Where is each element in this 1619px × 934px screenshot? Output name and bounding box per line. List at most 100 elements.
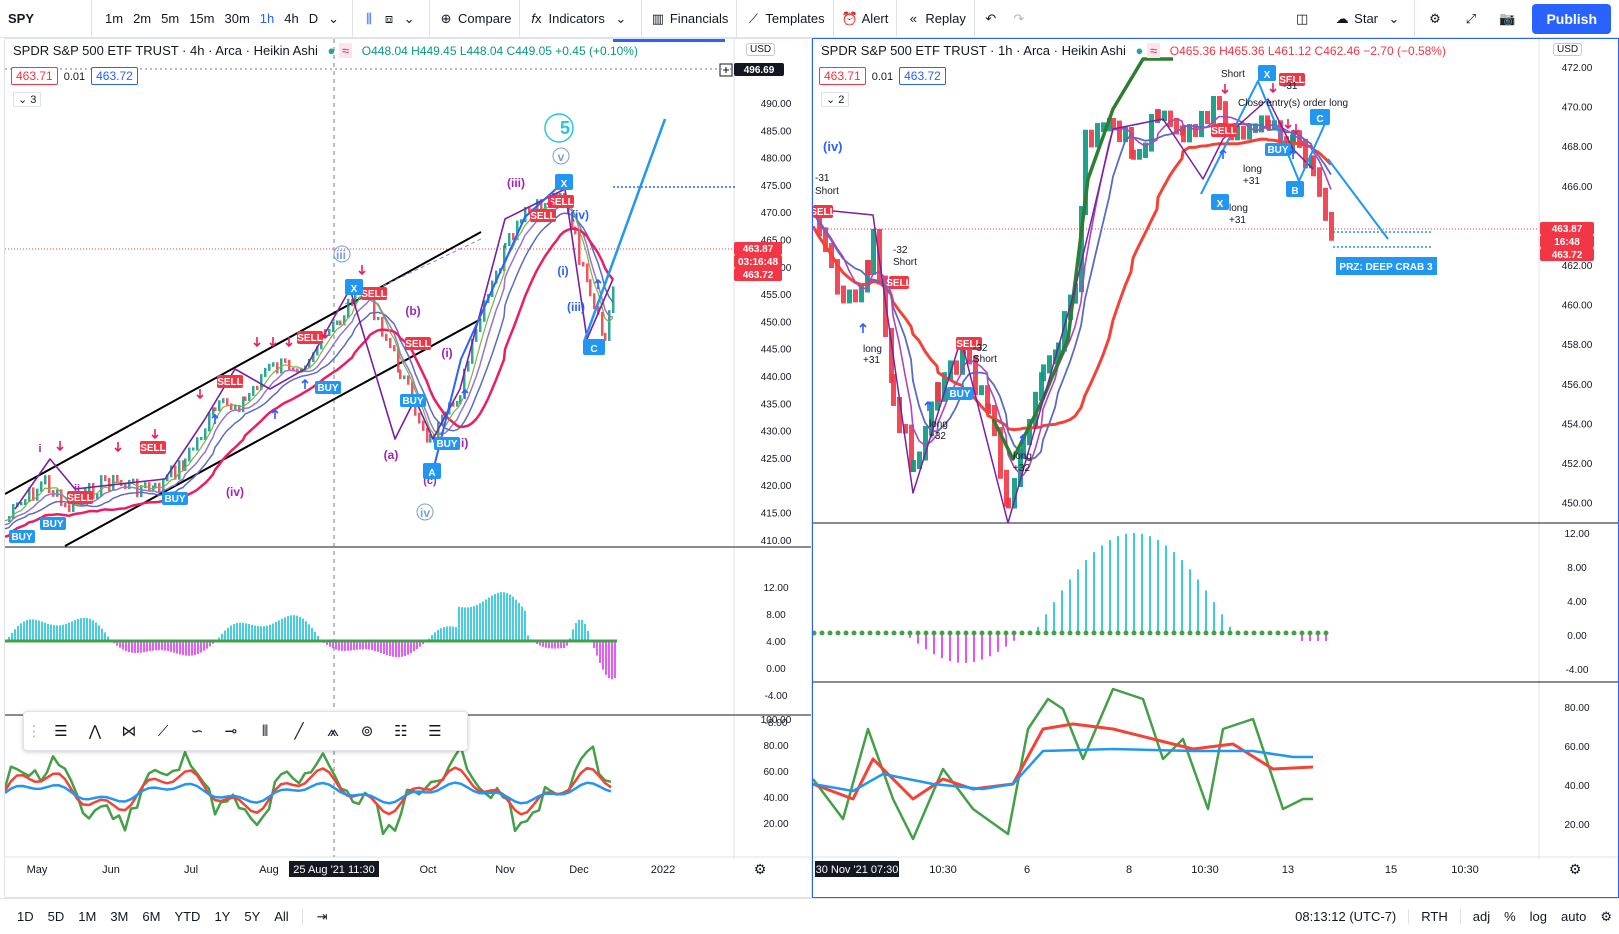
timeframe-4h[interactable]: 4h — [284, 11, 299, 26]
curve-icon[interactable]: ∽ — [190, 723, 204, 740]
trend-line-icon[interactable]: ⟋ — [157, 722, 169, 740]
range-6m[interactable]: 6M — [142, 908, 161, 924]
histogram-bar — [464, 607, 466, 641]
histogram-bar — [266, 625, 268, 641]
bid-price[interactable]: 463.71 — [11, 67, 58, 85]
settings-button[interactable]: ⚙ — [1419, 0, 1455, 38]
timeframe-15m[interactable]: 15m — [189, 11, 215, 26]
range-5d[interactable]: 5D — [47, 908, 65, 924]
auto-toggle[interactable]: auto — [1561, 909, 1587, 924]
undo-icon[interactable]: ↶ — [985, 10, 997, 26]
wave-indicator-icon[interactable]: ≈ — [1147, 43, 1161, 58]
adj-toggle[interactable]: adj — [1472, 909, 1491, 924]
clock-time[interactable]: 08:13:12 (UTC-7) — [1288, 909, 1410, 924]
abcd-pattern-icon[interactable]: ⋀ — [88, 723, 102, 740]
xabcd-pattern-icon[interactable]: ⩕ — [327, 722, 339, 740]
star-layout-button[interactable]: ☁ Star ⌄ — [1326, 0, 1415, 38]
indicators-button[interactable]: fx Indicators ⌄ — [520, 0, 642, 38]
goto-date-icon[interactable]: ⇥ — [301, 908, 335, 925]
settings-button[interactable]: ⚙ — [1593, 909, 1619, 925]
chevron-down-icon: ⌄ — [615, 10, 627, 26]
currency-button[interactable]: USD — [1553, 43, 1583, 56]
redo-icon[interactable]: ↷ — [1013, 10, 1025, 26]
elliott-wave-icon[interactable]: ⋈ — [121, 723, 137, 740]
fullscreen-button[interactable]: ⤢ — [1455, 0, 1491, 38]
timeframe-5m[interactable]: 5m — [161, 11, 180, 26]
collapse-indicators-button[interactable]: ⌄ 2 — [821, 92, 850, 107]
line-tool-icon[interactable]: ╱ — [294, 723, 304, 740]
drag-handle-icon[interactable]: ⋮ — [26, 723, 42, 740]
crosshair-date-bg — [815, 861, 899, 877]
time-axis-tick: Jun — [102, 864, 120, 876]
candle-bar — [1266, 119, 1271, 130]
publish-button[interactable]: Publish — [1532, 4, 1611, 34]
left-bid-ask: 463.71 0.01 463.72 — [11, 67, 138, 85]
more-tools-icon[interactable]: ☰ — [428, 723, 442, 740]
alert-button[interactable]: ⏰ Alert — [834, 0, 898, 38]
settings-sliders-icon[interactable]: ☷ — [394, 723, 408, 740]
candle-bar — [1323, 187, 1328, 221]
timeframe-1m[interactable]: 1m — [105, 11, 124, 26]
collapse-indicators-button[interactable]: ⌄ 3 — [13, 92, 42, 107]
left-title[interactable]: SPDR S&P 500 ETF TRUST · 4h · Arca · Hei… — [13, 43, 318, 58]
percent-toggle[interactable]: % — [1504, 909, 1516, 924]
snapshot-button[interactable]: 📷 — [1491, 0, 1527, 38]
layout-button[interactable]: ◫ — [1286, 0, 1322, 38]
right-title[interactable]: SPDR S&P 500 ETF TRUST · 1h · Arca · Hei… — [821, 43, 1126, 58]
candle-bar — [1073, 283, 1078, 304]
histogram-bar — [1173, 552, 1175, 633]
horizontal-ray-icon[interactable]: ⊸ — [224, 723, 238, 740]
zero-dot — [955, 630, 961, 636]
histogram-bar — [941, 633, 943, 659]
candle-bar — [1137, 148, 1142, 160]
ask-price-label-bg — [734, 268, 782, 281]
histogram-bar — [374, 641, 376, 651]
timeframe-30m[interactable]: 30m — [224, 11, 250, 26]
timeframe-2m[interactable]: 2m — [133, 11, 152, 26]
bars-icon[interactable]: ⫼ — [366, 10, 372, 26]
chevron-down-icon[interactable]: ⌄ — [328, 10, 340, 26]
templates-button[interactable]: ⟋ Templates — [737, 0, 834, 38]
histogram-bar — [236, 623, 238, 641]
compare-button[interactable]: ⊕ Compare — [430, 0, 521, 38]
right-chart-panel[interactable]: 472.00470.00468.00466.00464.00462.00460.… — [812, 38, 1619, 898]
timeframe-d[interactable]: D — [308, 11, 319, 26]
ask-price[interactable]: 463.72 — [91, 67, 138, 85]
fib-retracement-icon[interactable]: ☰ — [54, 723, 68, 740]
range-ytd[interactable]: YTD — [174, 908, 201, 924]
histogram-bar — [521, 606, 523, 641]
candles-icon[interactable]: ⧈ — [384, 10, 394, 26]
range-1y[interactable]: 1Y — [214, 908, 231, 924]
symbol-search[interactable]: SPY — [0, 0, 92, 38]
right-chart-canvas[interactable]: 472.00470.00468.00466.00464.00462.00460.… — [813, 39, 1619, 898]
zero-dot — [1107, 630, 1113, 636]
chevron-down-icon[interactable]: ⌄ — [403, 10, 415, 26]
range-1d[interactable]: 1D — [17, 908, 34, 924]
buy-signal-label-bg — [9, 530, 35, 543]
session-button[interactable]: RTH — [1409, 909, 1461, 924]
bid-price[interactable]: 463.71 — [819, 67, 866, 85]
replay-button[interactable]: « Replay — [897, 0, 975, 38]
range-3m[interactable]: 3M — [110, 908, 129, 924]
range-1m[interactable]: 1M — [78, 908, 97, 924]
currency-button[interactable]: USD — [746, 43, 776, 56]
wave-indicator-icon[interactable]: ≈ — [339, 43, 353, 58]
candle-bar — [866, 260, 871, 275]
financials-button[interactable]: ▥ Financials — [642, 0, 738, 38]
wave-iv-circle — [416, 503, 434, 521]
spiral-icon[interactable]: ⊚ — [360, 723, 374, 740]
zero-dot — [1083, 630, 1089, 636]
candle-bar — [166, 474, 169, 482]
log-toggle[interactable]: log — [1529, 909, 1548, 924]
countdown-label: 16:48 — [1554, 237, 1580, 248]
range-all[interactable]: All — [274, 908, 289, 924]
ask-price[interactable]: 463.72 — [899, 67, 946, 85]
left-chart-panel[interactable]: 490.00485.00480.00475.00470.00465.00460.… — [4, 38, 812, 898]
range-5y[interactable]: 5Y — [244, 908, 261, 924]
timeframe-1h[interactable]: 1h — [259, 11, 275, 26]
left-chart-canvas[interactable]: 490.00485.00480.00475.00470.00465.00460.… — [5, 39, 812, 898]
price-axis-tick: 425.00 — [761, 454, 792, 465]
volume-profile-icon[interactable]: ⦀ — [261, 722, 269, 740]
candle-bar — [574, 226, 577, 235]
histogram-bar — [41, 621, 43, 641]
